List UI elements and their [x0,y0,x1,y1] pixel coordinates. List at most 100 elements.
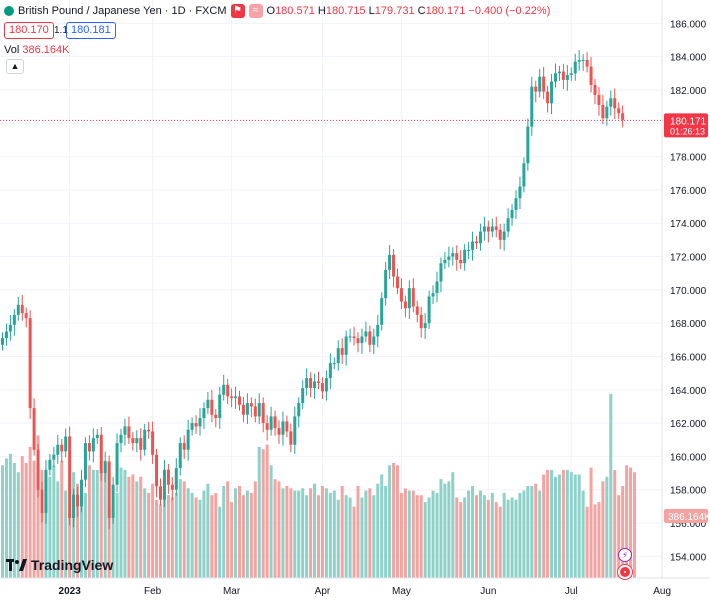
volume-bar [214,492,218,578]
candle-body [32,408,36,450]
candle-body [36,449,40,490]
candle-body [135,438,139,444]
volume-bar [419,495,423,578]
candle-body [478,231,482,244]
candle-body [56,444,60,455]
volume-bar [60,460,64,578]
candle-body [419,314,423,329]
volume-bar [32,460,36,578]
candle-body [356,338,360,344]
candle-body [332,363,336,365]
volume-bar [490,492,494,578]
candle-body [245,403,249,415]
candle-body [415,306,419,315]
volume-bar [206,483,210,578]
volume-bar [91,469,95,578]
volume-bar [131,474,135,578]
volume-bar [336,499,340,578]
volume-bar [44,479,48,578]
volume-bar [52,465,56,578]
lightning-icon[interactable]: ⚡ [618,548,632,562]
candle-body [24,313,28,319]
candle-body [190,423,194,430]
volume-bar [328,492,332,578]
candle-body [396,276,399,289]
sell-price-button[interactable]: 180.170 [4,22,54,39]
candle-body [538,76,542,92]
volume-bar [589,467,593,578]
candle-body [72,494,76,519]
volume-bar [253,481,257,578]
candle-body [182,443,186,450]
volume-bar [463,497,467,578]
candle-body [210,399,214,415]
volume-bar [76,483,80,578]
candle-body [577,59,581,62]
volume-bar [443,483,447,578]
volume-bar [194,497,198,578]
price-tick-label: 170.000 [670,286,707,297]
candle-body [269,416,273,430]
volume-bar [210,495,214,578]
price-tick-label: 184.000 [670,53,707,64]
candle-body [372,336,376,345]
candle-body [557,71,561,74]
candle-body [198,418,202,427]
volume-bar [1,465,4,578]
volume-bar [111,506,115,578]
candle-body [194,423,198,427]
volume-bar [324,488,328,578]
candle-body [253,406,257,417]
volume-bar [435,492,439,578]
candle-body [52,454,56,460]
candle-body [609,98,613,107]
volume-bar [226,481,230,578]
candle-body [119,434,123,444]
candle-body [139,438,143,450]
volume-bar [502,492,506,578]
volume-bar [399,492,403,578]
candle-body [249,403,253,407]
candle-body [202,408,206,419]
volume-bar [403,488,407,578]
volume-bar [471,486,475,578]
time-tick-label: Feb [144,586,162,597]
candle-body [526,126,530,164]
candle-body [336,348,340,364]
candle-body [174,468,178,490]
volume-bar [119,467,123,578]
record-icon[interactable] [618,565,632,579]
buy-price-button[interactable]: 180.181 [66,22,116,39]
tradingview-logo[interactable]: TradingView [6,557,113,573]
volume-bar [613,469,617,578]
candle-body [147,429,151,432]
candle-body [289,431,293,445]
candle-body [411,288,415,307]
price-tick-label: 178.000 [670,153,707,164]
candle-body [218,394,222,419]
last-price-label: 180.171 [670,116,707,127]
time-tick-label: May [392,586,411,597]
symbol-title[interactable]: British Pound / Japanese Yen · 1D · FXCM [18,5,227,17]
candle-body [107,461,111,519]
flag-icon[interactable]: ⚑ [230,4,245,18]
market-status-dot [4,6,14,16]
candle-body [20,304,24,314]
volume-bar [20,456,24,578]
volume-legend: Vol 386.164K [4,44,69,56]
candle-body [131,438,135,444]
data-provider-badge[interactable]: ≈ [248,4,263,18]
price-tick-label: 168.000 [670,319,707,330]
price-change: −0.400 (−0.22%) [468,5,551,17]
price-tick-label: 186.000 [670,19,707,30]
candle-body [561,71,565,80]
time-tick-label: Jul [565,586,578,597]
volume-bar [601,481,605,578]
volume-bar [162,492,166,578]
volume-bar [301,488,305,578]
chevron-up-icon[interactable]: ▲ [6,59,24,74]
last-price-tag [664,113,708,138]
candle-body [159,486,162,500]
volume-bar [569,472,573,578]
